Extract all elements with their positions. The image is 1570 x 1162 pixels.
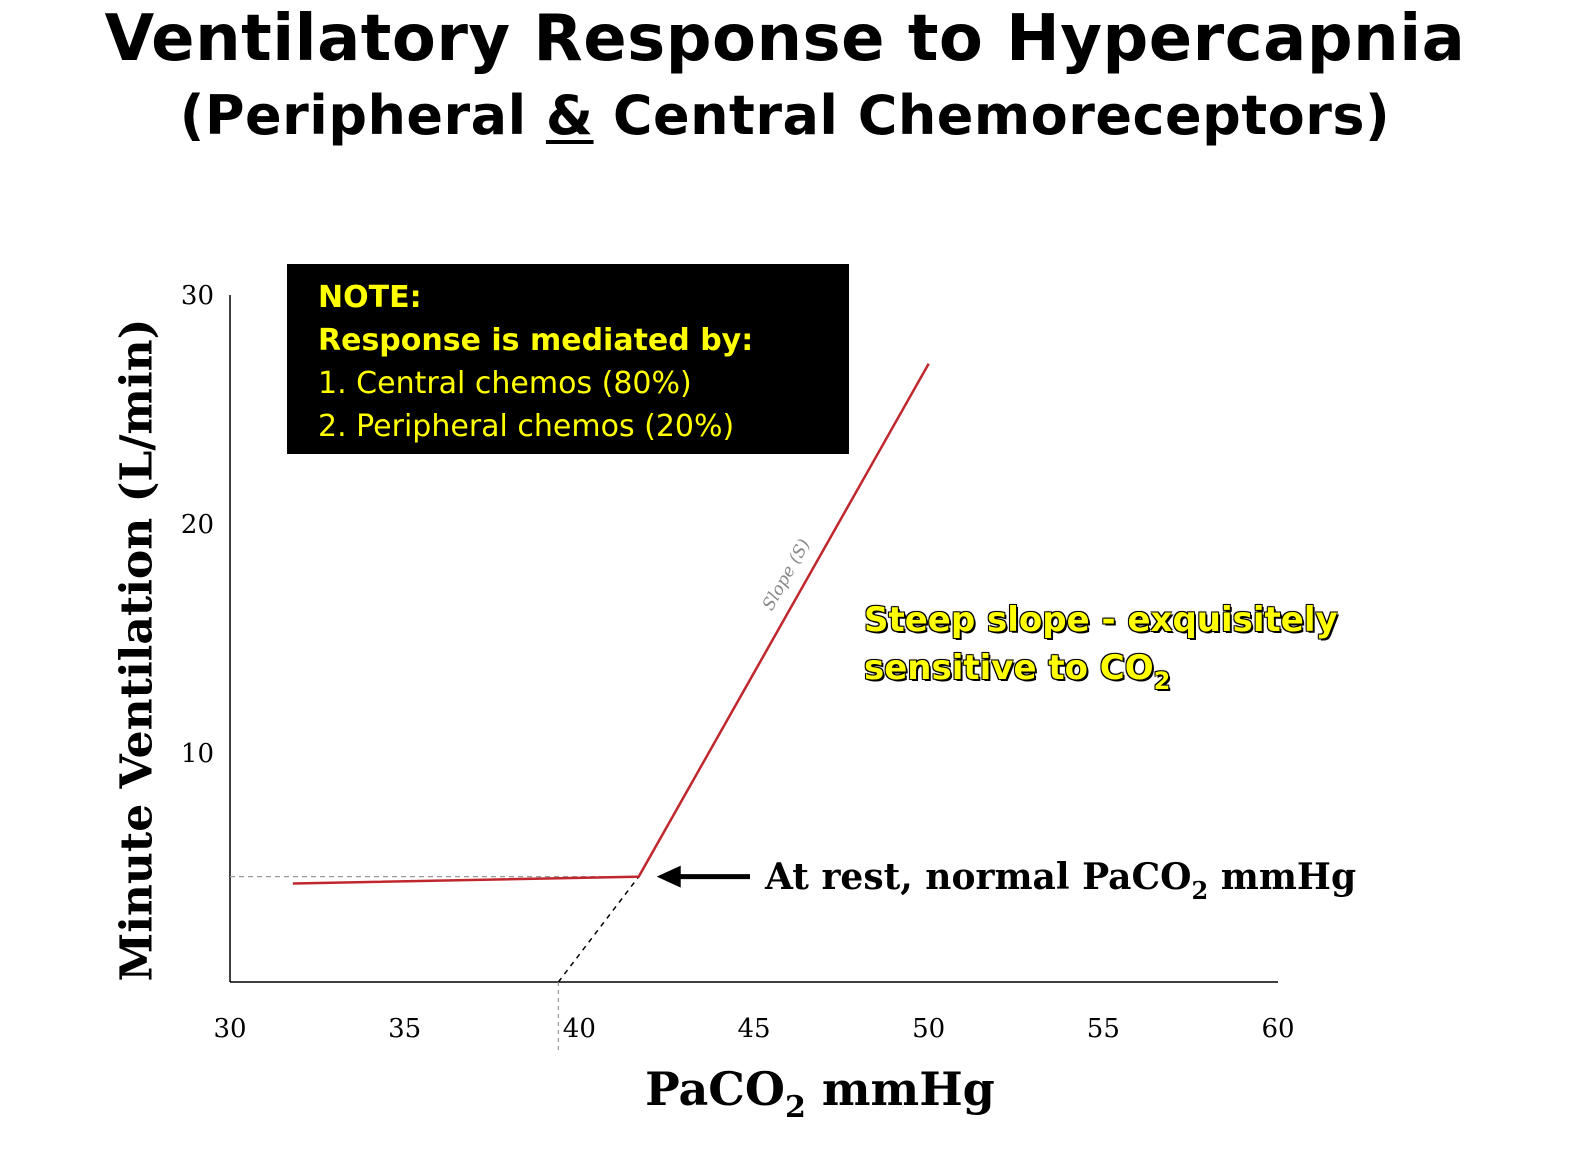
page-title: Ventilatory Response to Hypercapnia [104,2,1466,76]
callout-line2-main: sensitive to CO [864,648,1154,688]
rest-arrow-head [656,865,681,888]
callout-line1: Steep slope - exquisitely [864,600,1338,640]
subtitle-ampersand: & [545,84,594,147]
x-axis-label-main: PaCO [645,1062,785,1116]
callout-line2-sub: 2 [1153,667,1171,695]
subtitle-open: (Peripheral [179,84,546,147]
note-subheading: Response is mediated by: [318,323,754,358]
rest-annotation-main: At rest, normal PaCO [765,856,1192,898]
y-axis-label: Minute Ventilation (L/min) [111,318,163,982]
note-item-central: 1. Central chemos (80%) [318,366,692,401]
note-item-peripheral: 2. Peripheral chemos (20%) [318,409,735,444]
note-box: NOTE: Response is mediated by: 1. Centra… [287,264,849,454]
y-tick-label: 10 [181,739,214,769]
subtitle-close: Central Chemoreceptors) [593,84,1391,147]
x-axis-label-suffix: mmHg [805,1062,995,1116]
callout-line2: sensitive to CO2 [864,644,1338,695]
y-tick-label: 20 [181,510,214,540]
x-tick-label: 45 [737,1014,770,1044]
y-tick-label: 30 [181,281,214,311]
x-tick-label: 55 [1087,1014,1120,1044]
note-heading: NOTE: [318,280,422,315]
steep-slope-callout: Steep slope - exquisitely sensitive to C… [864,596,1338,695]
x-axis-label: PaCO2 mmHg [0,1062,1570,1125]
x-tick-label: 30 [213,1014,246,1044]
x-tick-label: 35 [388,1014,421,1044]
page-subtitle: (Peripheral & Central Chemoreceptors) [0,78,1570,154]
rest-annotation-sub: 2 [1191,876,1209,905]
slope-label: Slope (S) [759,536,815,614]
x-axis-label-sub: 2 [784,1090,806,1125]
response-curve-line [292,363,930,885]
x-tick-label: 40 [563,1014,596,1044]
rest-annotation-suffix: mmHg [1208,856,1357,898]
rest-annotation-label: At rest, normal PaCO2 mmHg [765,856,1357,905]
x-tick-label: 50 [912,1014,945,1044]
extrapolation-dashed-line [557,876,640,983]
x-tick-label: 60 [1261,1014,1294,1044]
